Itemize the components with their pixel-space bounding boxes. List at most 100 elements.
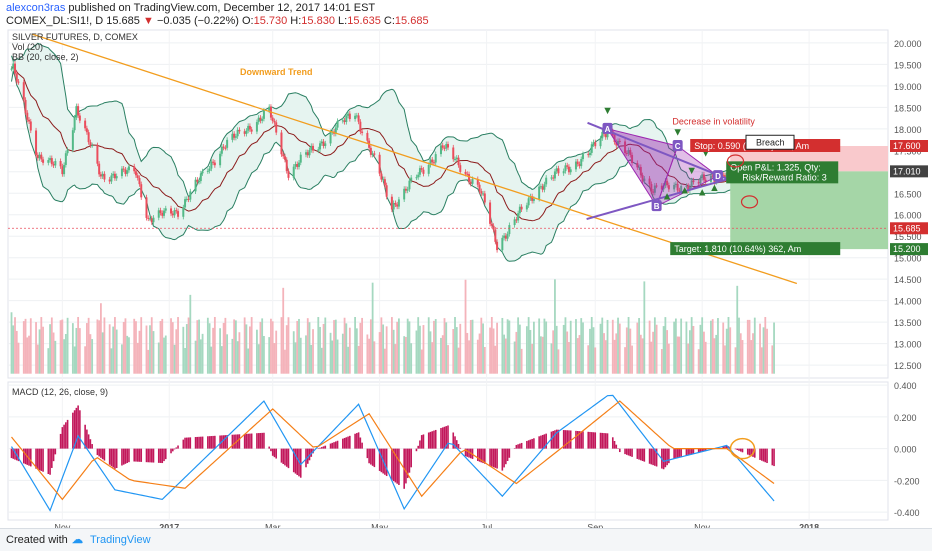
volume-bar <box>455 327 458 374</box>
macd-hist-bar <box>654 448 656 466</box>
volume-bar <box>136 342 139 374</box>
macd-hist-bar <box>552 430 554 449</box>
volume-bar <box>135 321 137 374</box>
volume-bar <box>471 319 474 374</box>
volume-bar <box>580 318 583 374</box>
macd-hist-bar <box>766 448 768 464</box>
candle-body <box>299 154 302 163</box>
volume-bar <box>419 325 421 374</box>
candle-body <box>604 134 607 138</box>
macd-hist-bar <box>703 448 705 452</box>
swing-arrow-icon: ▲ <box>697 186 708 198</box>
candle-body <box>268 106 271 111</box>
volume-bar <box>427 317 430 374</box>
volume-bar <box>163 337 165 374</box>
macd-hist-bar <box>673 448 675 459</box>
volume-bar <box>422 325 425 374</box>
volume-bar <box>282 287 285 374</box>
macd-hist-bar <box>601 432 604 449</box>
macd-hist-bar <box>354 433 356 449</box>
candle-body <box>24 99 27 113</box>
candle-body <box>334 127 337 134</box>
candle-body <box>489 202 492 224</box>
volume-bar <box>101 332 104 374</box>
macd-hist-bar <box>533 438 535 449</box>
open-label: O: <box>241 15 254 27</box>
macd-hist-bar <box>186 437 188 449</box>
volume-bar <box>348 327 351 374</box>
macd-hist-bar <box>73 410 76 449</box>
candle-body <box>709 175 712 182</box>
macd-hist-bar <box>652 448 654 466</box>
swing-arrow-icon: ▲ <box>709 182 720 194</box>
symbol-name[interactable]: COMEX_DL:SI1!, D <box>6 15 104 27</box>
candle-body <box>108 179 111 182</box>
candle-body <box>42 159 45 163</box>
candle-body <box>555 168 558 172</box>
swing-arrow-icon: ▲ <box>662 191 673 203</box>
macd-hist-bar <box>98 448 100 457</box>
candle-body <box>459 165 462 172</box>
volume-bar <box>394 344 397 374</box>
volume-bar <box>503 334 505 374</box>
macd-hist-bar <box>564 430 567 449</box>
pattern-point-marker <box>712 170 723 182</box>
candle-body <box>222 146 225 148</box>
candle-body <box>115 176 118 179</box>
candle-body <box>441 145 444 148</box>
macd-hist-bar <box>722 446 725 449</box>
candle-body <box>452 147 455 160</box>
volume-bar <box>674 318 677 374</box>
volume-bar <box>676 336 679 374</box>
macd-hist-bar <box>554 430 556 449</box>
volume-bar <box>121 344 123 374</box>
macd-hist-bar <box>394 448 397 483</box>
volume-bar <box>256 329 258 374</box>
author-link[interactable]: alexcon3ras <box>6 2 66 14</box>
candle-body <box>317 149 320 151</box>
volume-bar <box>285 325 288 374</box>
volume-bar <box>724 345 726 374</box>
candle-body <box>574 161 577 170</box>
candle-body <box>164 208 167 211</box>
macd-hist-bar <box>370 448 372 465</box>
macd-hist-bar <box>482 448 484 464</box>
tradingview-brand[interactable]: TradingView <box>90 534 151 546</box>
macd-hist-bar <box>366 448 369 459</box>
macd-hist-bar <box>40 448 43 471</box>
volume-bar <box>189 294 192 374</box>
macd-hist-bar <box>150 448 153 463</box>
macd-hist-bar <box>259 432 262 449</box>
volume-bar <box>185 324 188 374</box>
volume-bar <box>122 321 125 374</box>
candle-body <box>501 237 504 251</box>
candle-body <box>496 241 499 251</box>
macd-hist-bar <box>121 448 123 466</box>
macd-hist-bar <box>292 448 295 473</box>
candle-body <box>508 225 511 235</box>
macd-hist-bar <box>189 437 192 449</box>
macd-hist-bar <box>568 430 570 449</box>
macd-hist-bar <box>324 445 327 449</box>
candle-body <box>341 120 344 122</box>
macd-hist-bar <box>163 448 165 462</box>
macd-hist-bar <box>618 448 621 453</box>
volume-bar <box>540 336 542 374</box>
candle-body <box>385 185 388 197</box>
low-label: L: <box>338 15 348 27</box>
candle-body <box>196 179 199 182</box>
macd-hist-bar <box>431 431 434 449</box>
candle-body <box>210 161 213 169</box>
candle-body <box>478 184 481 192</box>
macd-hist-bar <box>545 433 547 449</box>
macd-hist-bar <box>140 448 143 462</box>
candle-body <box>648 178 651 185</box>
volume-bar <box>257 344 260 374</box>
candle-body <box>294 164 297 167</box>
candle-body <box>296 164 299 167</box>
volume-bar <box>12 325 15 374</box>
macd-hist-bar <box>308 448 311 461</box>
triangle-lower-line <box>586 178 729 220</box>
macd-hist-bar <box>725 445 728 449</box>
